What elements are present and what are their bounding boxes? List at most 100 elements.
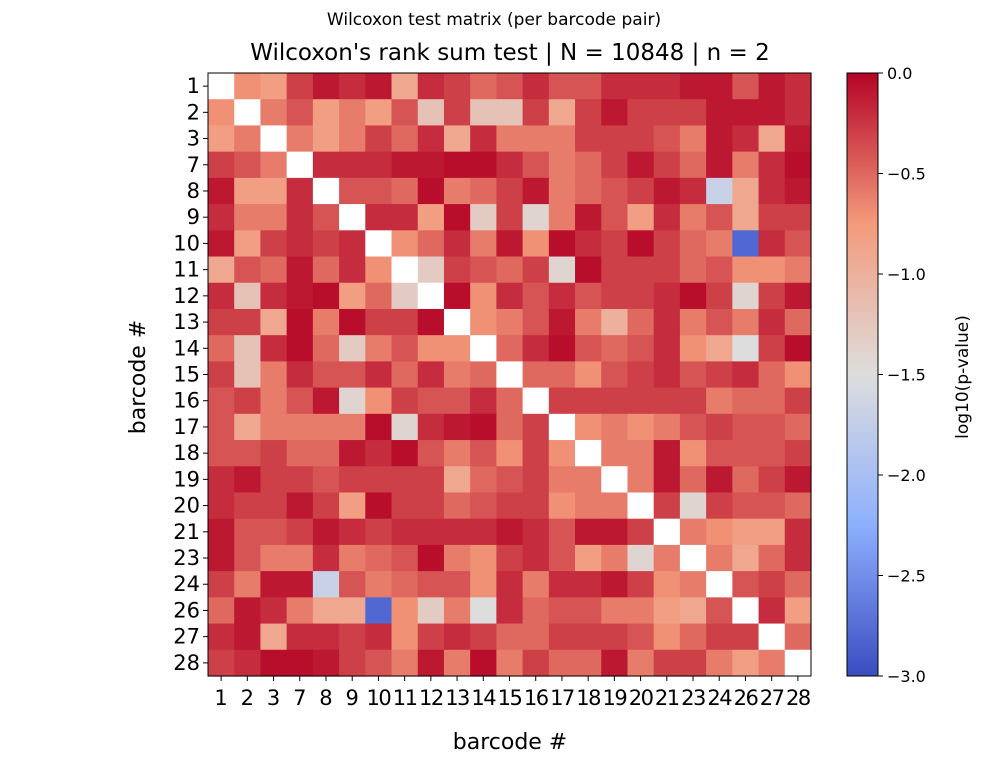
- heatmap-cell: [208, 125, 235, 153]
- heatmap-cell: [627, 597, 655, 625]
- heatmap-cell: [522, 282, 550, 310]
- heatmap-cell: [417, 282, 445, 310]
- heatmap-cell: [312, 466, 340, 494]
- heatmap-cell: [653, 361, 681, 389]
- heatmap-cell: [627, 361, 655, 389]
- x-tick-label: 18: [576, 686, 600, 710]
- heatmap-cell: [365, 282, 393, 310]
- heatmap-cell: [575, 492, 602, 520]
- heatmap-cell: [312, 73, 340, 100]
- heatmap-cell: [417, 361, 445, 389]
- heatmap-cell: [365, 571, 393, 598]
- heatmap-cell: [260, 99, 288, 127]
- heatmap-cell: [653, 230, 681, 258]
- heatmap-cell: [417, 544, 445, 572]
- heatmap-cell: [575, 204, 602, 231]
- heatmap-cell: [470, 518, 497, 546]
- heatmap-cell: [339, 151, 366, 179]
- heatmap-cell: [470, 466, 497, 494]
- heatmap-cell: [417, 440, 445, 467]
- heatmap-cell: [706, 308, 733, 336]
- heatmap-cell: [208, 177, 235, 205]
- heatmap-cell: [496, 544, 524, 572]
- heatmap-cell: [706, 413, 733, 441]
- heatmap-cell: [234, 440, 262, 467]
- y-axis-label: barcode #: [126, 320, 151, 435]
- heatmap-cell: [758, 518, 786, 546]
- heatmap-cell: [601, 413, 629, 441]
- heatmap-cell: [758, 492, 786, 520]
- y-tick-label: 27: [173, 625, 200, 649]
- heatmap-cell: [391, 335, 419, 362]
- colorbar-tick-label: 0.0: [887, 64, 912, 83]
- heatmap-cell: [312, 204, 340, 231]
- heatmap-cell: [575, 623, 602, 651]
- x-axis-label: barcode #: [453, 730, 568, 755]
- heatmap-cell: [548, 335, 576, 362]
- heatmap-cell: [548, 73, 576, 100]
- heatmap-cell: [260, 466, 288, 494]
- heatmap-cell: [548, 571, 576, 598]
- heatmap-cell: [784, 204, 812, 231]
- heatmap-cell: [339, 518, 366, 546]
- heatmap-cell: [417, 308, 445, 336]
- heatmap-cell: [758, 413, 786, 441]
- x-tick-label: 19: [603, 686, 627, 710]
- heatmap-cell: [575, 256, 602, 284]
- heatmap-cell: [443, 256, 471, 284]
- heatmap-cell: [208, 204, 235, 231]
- heatmap-cell: [601, 308, 629, 336]
- heatmap-cell: [706, 361, 733, 389]
- heatmap-cell: [260, 177, 288, 205]
- heatmap-cell: [496, 387, 524, 415]
- heatmap-cell: [470, 597, 497, 625]
- y-tick-label: 28: [173, 651, 200, 675]
- heatmap-cell: [627, 440, 655, 467]
- heatmap-cell: [286, 492, 314, 520]
- heatmap-cell: [627, 649, 655, 677]
- heatmap-cell: [234, 204, 262, 231]
- heatmap-cell: [417, 571, 445, 598]
- heatmap-cell: [784, 518, 812, 546]
- heatmap-cell: [286, 151, 314, 179]
- heatmap-cell: [522, 518, 550, 546]
- heatmap-cell: [312, 571, 340, 598]
- x-tick-label: 15: [498, 686, 522, 710]
- heatmap-cell: [732, 282, 760, 310]
- heatmap-cell: [548, 413, 576, 441]
- heatmap-cell: [339, 230, 366, 258]
- heatmap-cell: [339, 440, 366, 467]
- heatmap-cell: [758, 649, 786, 677]
- y-tick-label: 3: [187, 127, 200, 151]
- heatmap-cell: [679, 230, 707, 258]
- heatmap-cell: [260, 571, 288, 598]
- y-tick-label: 2: [187, 100, 200, 124]
- heatmap-cell: [234, 73, 262, 100]
- heatmap-cell: [286, 335, 314, 362]
- y-tick-label: 12: [173, 284, 200, 308]
- heatmap-cell: [784, 361, 812, 389]
- heatmap-cell: [391, 518, 419, 546]
- heatmap-cell: [260, 518, 288, 546]
- heatmap-cell: [365, 151, 393, 179]
- heatmap-cell: [732, 361, 760, 389]
- x-tick-label: 21: [655, 686, 679, 710]
- heatmap-cell: [601, 440, 629, 467]
- x-tick-label: 16: [524, 686, 549, 710]
- heatmap-cell: [758, 335, 786, 362]
- heatmap-cell: [391, 151, 419, 179]
- heatmap-cell: [627, 387, 655, 415]
- heatmap-cell: [522, 387, 550, 415]
- heatmap-cell: [286, 99, 314, 127]
- heatmap-cell: [339, 649, 366, 677]
- heatmap-cell: [496, 649, 524, 677]
- heatmap-cell: [627, 492, 655, 520]
- heatmap-cell: [706, 440, 733, 467]
- heatmap-cell: [234, 361, 262, 389]
- heatmap-cell: [522, 308, 550, 336]
- heatmap-cell: [391, 256, 419, 284]
- heatmap-cell: [784, 413, 812, 441]
- heatmap-cell: [260, 649, 288, 677]
- heatmap-cell: [575, 413, 602, 441]
- heatmap-cell: [365, 518, 393, 546]
